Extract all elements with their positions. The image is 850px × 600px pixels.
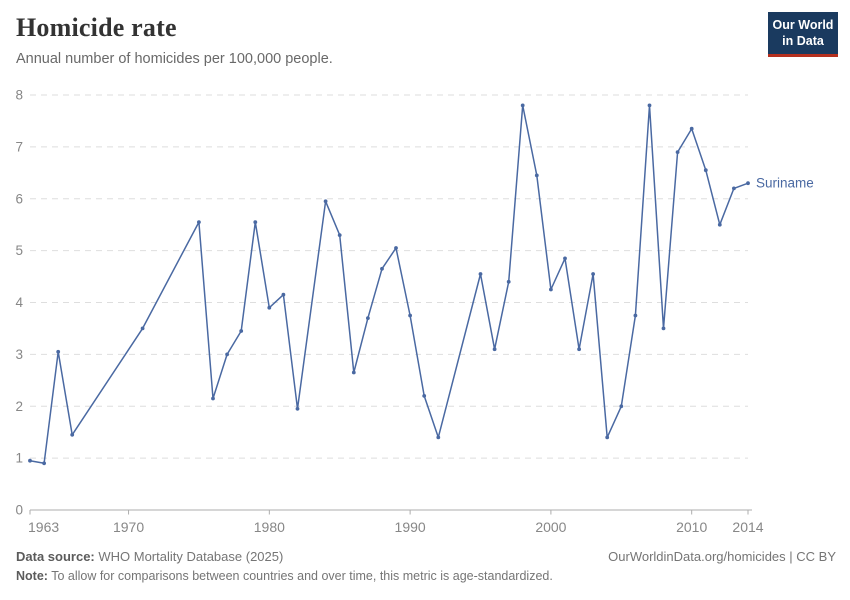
x-axis-label: 2014 xyxy=(732,519,763,535)
y-axis-label: 0 xyxy=(15,503,23,518)
data-source: Data source: WHO Mortality Database (202… xyxy=(16,549,283,564)
data-point xyxy=(478,272,483,276)
data-point xyxy=(295,406,300,411)
x-axis-label: 1963 xyxy=(28,519,59,535)
data-point xyxy=(140,326,145,331)
data-point xyxy=(732,186,736,191)
data-point xyxy=(746,181,750,186)
chart-title: Homicide rate xyxy=(16,13,177,42)
data-point xyxy=(351,370,356,375)
data-point xyxy=(267,305,272,310)
data-point xyxy=(436,435,441,440)
y-axis-label: 2 xyxy=(15,399,23,414)
data-point xyxy=(591,272,595,276)
owid-logo: Our World in Data xyxy=(768,12,838,57)
y-axis-label: 5 xyxy=(15,243,23,258)
data-point xyxy=(70,432,75,437)
owid-logo-line2: in Data xyxy=(782,34,824,49)
data-point xyxy=(337,233,342,238)
x-axis-label: 2010 xyxy=(676,519,707,535)
data-point xyxy=(549,287,553,292)
data-point xyxy=(422,394,427,398)
data-point xyxy=(239,329,244,333)
data-source-text: WHO Mortality Database (2025) xyxy=(94,549,284,564)
x-axis-label: 2000 xyxy=(535,519,566,535)
chart-subtitle: Annual number of homicides per 100,000 p… xyxy=(16,51,333,67)
data-point xyxy=(56,349,61,354)
data-point xyxy=(703,168,708,173)
y-axis-label: 8 xyxy=(15,88,23,103)
data-point xyxy=(633,313,638,318)
x-axis-label: 1990 xyxy=(395,519,426,535)
footer: Data source: WHO Mortality Database (202… xyxy=(16,549,836,564)
data-point xyxy=(492,347,497,352)
data-point xyxy=(577,347,581,352)
data-point xyxy=(197,220,201,225)
footer-link[interactable]: OurWorldinData.org/homicides | CC BY xyxy=(608,549,836,564)
data-point xyxy=(323,199,328,204)
data-point xyxy=(225,352,230,357)
footer-note-label: Note: xyxy=(16,569,48,583)
data-point xyxy=(717,222,722,227)
y-axis-label: 7 xyxy=(15,139,23,154)
owid-logo-line1: Our World xyxy=(772,18,834,32)
x-axis-label: 1970 xyxy=(113,519,144,535)
footer-note-text: To allow for comparisons between countri… xyxy=(47,569,553,583)
data-point xyxy=(28,458,32,463)
data-point xyxy=(281,292,286,297)
data-source-label: Data source: xyxy=(16,549,95,564)
y-axis-label: 4 xyxy=(15,295,23,310)
footer-note: Note: To allow for comparisons between c… xyxy=(16,569,553,583)
data-point xyxy=(211,396,215,401)
series-end-label: Suriname xyxy=(756,176,814,191)
data-point xyxy=(563,256,567,261)
data-point xyxy=(605,435,610,440)
data-point xyxy=(253,220,258,225)
y-axis-label: 6 xyxy=(15,191,23,206)
data-point xyxy=(506,279,511,284)
data-point xyxy=(689,126,694,131)
data-point xyxy=(661,326,666,331)
y-axis-label: 1 xyxy=(15,451,23,466)
data-point xyxy=(394,246,398,250)
series-line xyxy=(29,104,749,465)
data-point xyxy=(380,266,384,271)
data-point xyxy=(619,404,624,409)
data-point xyxy=(534,173,539,178)
y-axis-label: 3 xyxy=(15,347,23,362)
data-point xyxy=(366,316,370,320)
data-point xyxy=(675,150,680,155)
data-point xyxy=(520,103,525,108)
x-axis-label: 1980 xyxy=(254,519,285,535)
data-point xyxy=(647,103,652,108)
data-point xyxy=(42,461,46,466)
data-point xyxy=(408,313,412,318)
